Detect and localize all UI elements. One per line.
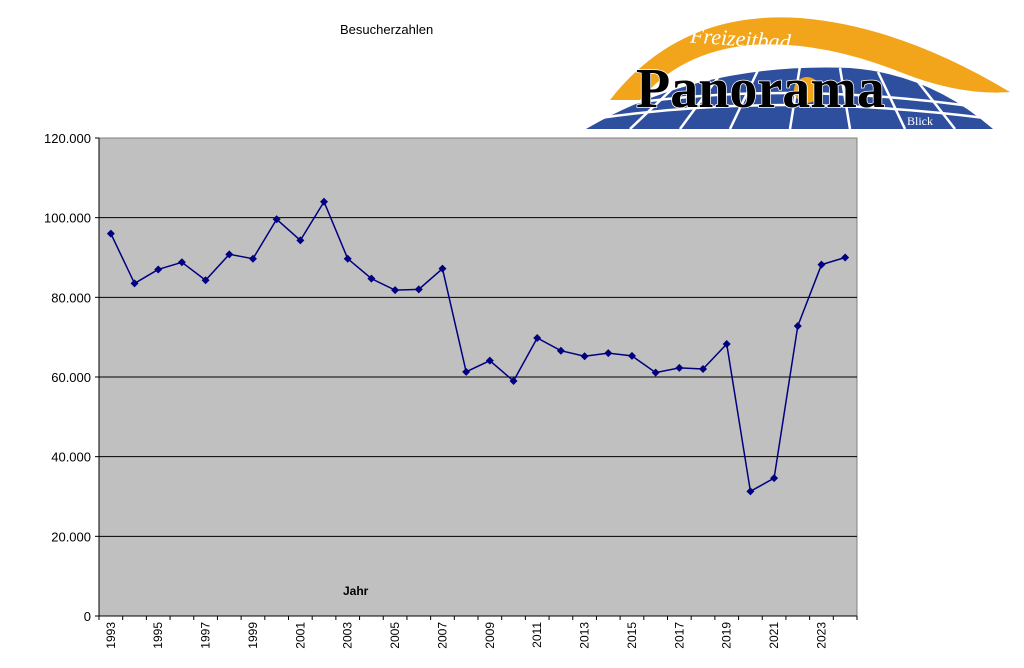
y-axis: 0 20.000 40.000 60.000 80.000 100.000 120.000 — [44, 131, 99, 624]
x-tick-label: 2021 — [767, 622, 781, 649]
data-point — [367, 274, 376, 283]
data-markers — [106, 197, 850, 496]
data-point — [296, 236, 305, 245]
x-tick-label: 1997 — [199, 622, 213, 649]
y-tick-label: 100.000 — [44, 211, 91, 226]
x-tick-label: 1995 — [151, 622, 165, 649]
data-point — [675, 363, 684, 372]
data-point — [438, 264, 447, 273]
x-tick-label: 2003 — [341, 622, 355, 649]
y-tick-label: 60.000 — [51, 370, 91, 385]
data-point — [485, 356, 494, 365]
logo-sub-text: Blick — [907, 114, 933, 128]
x-tick-label: 2019 — [720, 622, 734, 649]
y-tick-label: 0 — [84, 609, 91, 624]
data-point — [746, 487, 755, 496]
data-point — [841, 253, 850, 262]
data-point — [320, 197, 329, 206]
x-tick-label: 1999 — [246, 622, 260, 649]
freizeitbad-panorama-logo: Freizeitbad Panorama Blick — [586, 17, 1010, 130]
data-point — [722, 339, 731, 348]
data-point — [391, 286, 400, 295]
logo-main-text: Panorama — [636, 58, 885, 120]
x-tick-label: 2013 — [578, 622, 592, 649]
data-point — [817, 260, 826, 269]
data-point — [651, 368, 660, 377]
data-point — [248, 254, 257, 263]
y-tick-label: 120.000 — [44, 131, 91, 146]
data-point — [556, 346, 565, 355]
data-point — [177, 258, 186, 267]
x-tick-label: 2005 — [388, 622, 402, 649]
data-point — [343, 254, 352, 263]
y-tick-label: 40.000 — [51, 450, 91, 465]
chart-title: Besucherzahlen — [340, 22, 434, 37]
data-point — [201, 276, 210, 285]
data-point — [793, 322, 802, 331]
data-point — [130, 279, 139, 288]
x-tick-label: 2011 — [530, 622, 544, 648]
x-axis: 1993 1995 1997 1999 2001 2003 2005 2007 2009 2011… — [98, 616, 858, 649]
data-point — [509, 376, 518, 385]
data-point — [533, 333, 542, 342]
data-point — [604, 349, 613, 358]
y-tick-label: 20.000 — [51, 529, 91, 544]
data-point — [580, 352, 589, 361]
x-tick-label: 2017 — [672, 622, 686, 649]
x-axis-label: Jahr — [343, 584, 369, 598]
x-tick-label: 2023 — [814, 622, 828, 649]
data-point — [154, 265, 163, 274]
data-point — [770, 474, 779, 483]
data-point — [106, 229, 115, 238]
gridlines — [99, 217, 857, 537]
data-point — [272, 215, 281, 224]
data-point — [225, 250, 234, 259]
x-tick-label: 1993 — [104, 622, 118, 649]
data-point — [462, 367, 471, 376]
y-tick-label: 80.000 — [51, 290, 91, 305]
x-tick-label: 2001 — [293, 622, 307, 649]
x-tick-label: 2009 — [483, 622, 497, 649]
x-tick-label: 2015 — [625, 622, 639, 649]
data-point — [414, 285, 423, 294]
data-point — [627, 351, 636, 360]
data-point — [699, 365, 708, 374]
x-tick-label: 2007 — [435, 622, 449, 649]
series-line — [110, 200, 846, 493]
